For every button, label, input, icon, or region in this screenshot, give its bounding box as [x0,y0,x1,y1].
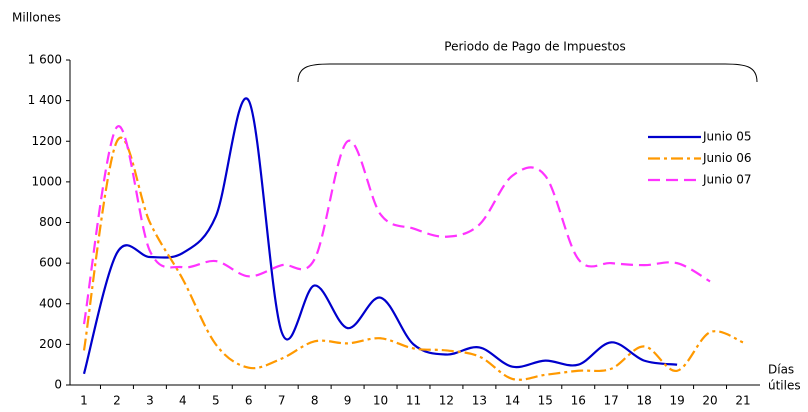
series-line [82,125,711,325]
x-tick-label: 16 [571,394,586,408]
x-tick-label: 1 [80,394,88,408]
x-tick-label: 21 [735,394,750,408]
y-tick-label: 400 [39,296,62,310]
x-axis-label: Días [768,363,794,377]
brace [297,63,758,83]
y-tick-label: 1200 [31,134,62,148]
x-tick-label: 14 [505,394,520,408]
y-tick-label: 1 600 [28,53,62,67]
x-tick-label: 18 [637,394,652,408]
x-tick-label: 12 [439,394,454,408]
x-tick-label: 13 [472,394,487,408]
x-tick-label: 11 [406,394,421,408]
x-tick-label: 9 [344,394,352,408]
x-tick-label: 10 [373,394,388,408]
x-tick-label: 6 [245,394,253,408]
x-tick-label: 3 [146,394,154,408]
y-tick-label: 800 [39,215,62,229]
x-tick-label: 17 [604,394,619,408]
y-axis-label: Millones [12,11,61,25]
legend-label: Junio 06 [702,151,752,165]
y-tick-label: 0 [54,378,62,392]
series-line [82,97,678,375]
x-tick-label: 2 [113,394,121,408]
x-axis-label: útiles [768,379,801,393]
legend-label: Junio 05 [702,130,752,144]
x-tick-label: 8 [311,394,319,408]
x-tick-label: 4 [179,394,187,408]
annotation: Periodo de Pago de Impuestos [444,40,625,54]
y-tick-label: 1 400 [28,93,62,107]
x-tick-label: 7 [278,394,286,408]
series-line [82,136,744,381]
y-tick-label: 200 [39,337,62,351]
x-tick-label: 20 [702,394,717,408]
x-tick-label: 19 [669,394,684,408]
x-tick-label: 15 [538,394,553,408]
y-tick-label: 600 [39,256,62,270]
legend-label: Junio 07 [702,173,752,187]
x-tick-label: 5 [212,394,220,408]
y-tick-label: 1000 [31,174,62,188]
